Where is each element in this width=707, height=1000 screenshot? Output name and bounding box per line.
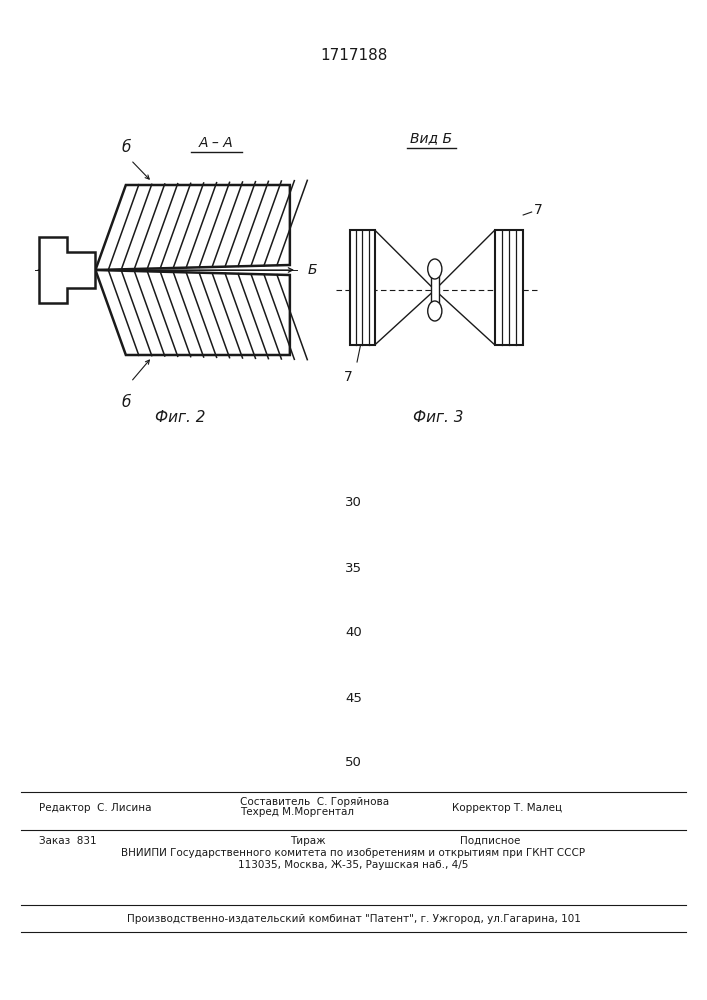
Text: Тираж: Тираж bbox=[290, 836, 325, 846]
Bar bbox=[495, 230, 523, 345]
Text: б: б bbox=[121, 395, 131, 410]
Text: Составитель  С. Горяйнова: Составитель С. Горяйнова bbox=[240, 797, 390, 807]
Text: ВНИИПИ Государственного комитета по изобретениям и открытиям при ГКНТ СССР: ВНИИПИ Государственного комитета по изоб… bbox=[122, 848, 585, 858]
Text: 113035, Москва, Ж-35, Раушская наб., 4/5: 113035, Москва, Ж-35, Раушская наб., 4/5 bbox=[238, 860, 469, 870]
Text: Корректор Т. Малец: Корректор Т. Малец bbox=[452, 803, 563, 813]
Polygon shape bbox=[95, 270, 290, 355]
Text: Фиг. 2: Фиг. 2 bbox=[155, 410, 206, 425]
Bar bbox=[350, 230, 375, 345]
Text: 40: 40 bbox=[345, 626, 362, 640]
Text: 7: 7 bbox=[344, 370, 352, 384]
Circle shape bbox=[428, 259, 442, 279]
Text: 45: 45 bbox=[345, 692, 362, 704]
Text: 1717188: 1717188 bbox=[320, 47, 387, 62]
Text: Б: Б bbox=[308, 263, 317, 277]
Text: Производственно-издательский комбинат "Патент", г. Ужгород, ул.Гагарина, 101: Производственно-издательский комбинат "П… bbox=[127, 914, 580, 924]
Text: Вид Б: Вид Б bbox=[410, 131, 452, 145]
Polygon shape bbox=[39, 237, 95, 303]
Text: Подписное: Подписное bbox=[460, 836, 520, 846]
Text: А – А: А – А bbox=[198, 136, 233, 150]
Text: Техред М.Моргентал: Техред М.Моргентал bbox=[240, 807, 354, 817]
Circle shape bbox=[428, 301, 442, 321]
Text: 50: 50 bbox=[345, 756, 362, 770]
Text: Заказ  831: Заказ 831 bbox=[39, 836, 97, 846]
Text: Фиг. 3: Фиг. 3 bbox=[413, 410, 464, 425]
Polygon shape bbox=[95, 185, 290, 270]
Text: 30: 30 bbox=[345, 496, 362, 510]
Text: 7: 7 bbox=[534, 203, 542, 217]
Text: Редактор  С. Лисина: Редактор С. Лисина bbox=[39, 803, 151, 813]
Text: 35: 35 bbox=[345, 562, 362, 574]
Bar bbox=[431, 269, 439, 311]
Text: б: б bbox=[121, 140, 131, 155]
